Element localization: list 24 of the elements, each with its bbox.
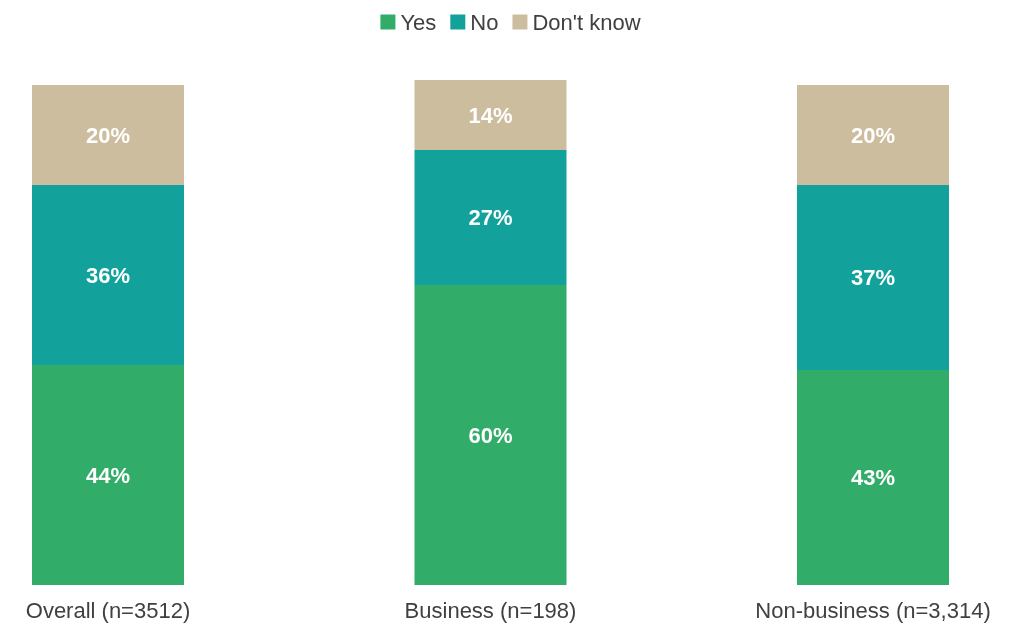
bar (797, 85, 949, 185)
data-label: 43% (850, 465, 896, 490)
data-label: 36% (85, 262, 131, 288)
bar (32, 185, 184, 365)
data-label: 60% (468, 422, 513, 448)
bar (414, 285, 567, 585)
x-tick-label: Non-business (n=3,314) (755, 597, 991, 623)
data-label: 44% (85, 462, 131, 488)
x-tick-label: Overall (n=3512) (25, 597, 191, 623)
bar (414, 80, 567, 150)
data-label: 27% (468, 205, 513, 230)
bar (797, 185, 949, 370)
x-tick-label: Business (n=198) (404, 597, 577, 623)
data-label: 14% (468, 102, 513, 128)
bar (32, 85, 184, 185)
data-label: 37% (850, 265, 896, 290)
legend-label: Yes (400, 9, 437, 35)
data-label: 20% (85, 122, 131, 148)
bar (797, 370, 949, 585)
bar (414, 150, 567, 285)
legend-label: No (470, 9, 499, 35)
bar (32, 365, 184, 585)
legend-label: Don't know (532, 9, 641, 35)
data-label: 20% (850, 122, 896, 148)
